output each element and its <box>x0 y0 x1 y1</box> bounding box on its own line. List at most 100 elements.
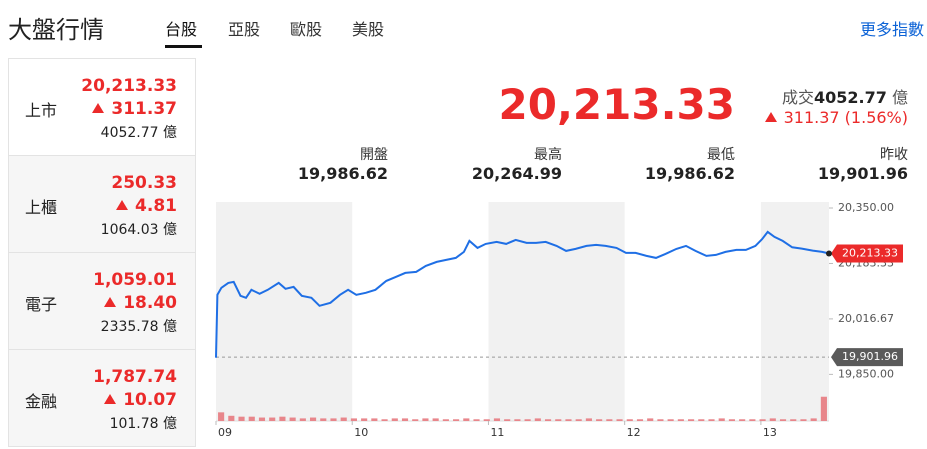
volume-bar <box>228 415 235 421</box>
price-line <box>215 230 830 358</box>
volume-bar <box>248 416 255 421</box>
volume-bar <box>800 419 807 421</box>
volume-bar <box>606 419 613 421</box>
volume-bar <box>739 419 746 421</box>
turnover: 成交4052.77 億 <box>782 84 908 108</box>
market-value: 1,059.01 <box>93 270 177 290</box>
volume-bar <box>514 419 521 421</box>
volume-bar <box>218 412 225 421</box>
volume-bar <box>616 419 623 421</box>
market-volume: 101.78 億 <box>109 416 177 432</box>
turnover-value: 4052.77 <box>814 88 887 107</box>
volume-bar <box>350 418 357 421</box>
volume-bar <box>575 419 582 421</box>
volume-bar <box>698 419 705 421</box>
last-tag <box>831 244 903 263</box>
volume-bar <box>677 419 684 421</box>
stat-value: 19,986.62 <box>644 164 735 183</box>
volume-bar <box>667 419 674 421</box>
volume-bar <box>361 418 368 421</box>
tab[interactable]: 美股 <box>352 20 385 39</box>
volume-bar <box>810 418 817 421</box>
up-arrow <box>104 394 117 404</box>
volume-bar <box>412 419 419 421</box>
volume-bar <box>708 419 715 421</box>
volume-bar <box>381 419 388 421</box>
volume-bar <box>534 418 541 421</box>
index-price: 20,213.33 <box>498 80 735 129</box>
volume-bar <box>820 396 827 421</box>
x-tick-label: 12 <box>627 426 641 439</box>
volume-bar <box>340 417 347 421</box>
volume-bar <box>473 419 480 421</box>
more-link[interactable]: 更多指數 <box>860 20 925 39</box>
up-arrow <box>92 103 105 113</box>
volume-bar <box>565 419 572 421</box>
y-tick-label: 20,350.00 <box>838 201 894 214</box>
market-value: 1,787.74 <box>93 367 177 387</box>
volume-bar <box>769 418 776 421</box>
volume-bar <box>585 418 592 421</box>
volume-bar <box>759 419 766 421</box>
volume-bar <box>790 419 797 421</box>
volume-bar <box>688 419 695 421</box>
market-volume: 1064.03 億 <box>100 222 177 238</box>
tab[interactable]: 亞股 <box>228 20 261 39</box>
volume-bar <box>422 418 429 421</box>
tab[interactable]: 台股 <box>165 20 198 39</box>
change-text: 18.40 <box>123 293 177 313</box>
volume-bar <box>544 419 552 421</box>
volume-bar <box>493 418 501 421</box>
market-value: 20,213.33 <box>81 76 177 96</box>
volume-bar <box>309 417 317 421</box>
index-change: 311.37 (1.56%) <box>764 108 908 127</box>
market-row[interactable]: 電子 1,059.01 18.40 2335.78 億 <box>8 252 196 350</box>
market-row[interactable]: 金融 1,787.74 10.07 101.78 億 <box>8 349 196 447</box>
volume-bar <box>555 419 562 421</box>
change-text: 311.37 <box>111 99 177 119</box>
volume-bar <box>401 418 409 421</box>
y-tick-label: 19,850.00 <box>838 367 894 380</box>
tab[interactable]: 歐股 <box>290 20 323 39</box>
volume-bar <box>626 419 633 421</box>
volume-bar <box>453 419 460 421</box>
volume-bar <box>320 418 327 421</box>
market-value: 250.33 <box>111 173 177 193</box>
volume-bar <box>657 419 664 421</box>
x-tick-label: 10 <box>354 426 368 439</box>
volume-bar <box>238 416 245 421</box>
stat-value: 20,264.99 <box>471 164 562 183</box>
volume-bar <box>371 418 378 421</box>
market-change: 311.37 <box>92 99 177 119</box>
tab-underline <box>165 45 202 48</box>
turnover-label: 成交 <box>782 88 815 107</box>
volume-bar <box>749 419 756 421</box>
last-label: 20,213.33 <box>842 246 898 259</box>
y-tick-label: 20,016.67 <box>838 312 894 325</box>
market-row[interactable]: 上市 20,213.33 311.37 4052.77 億 <box>8 58 196 156</box>
volume-bar <box>258 417 266 421</box>
x-tick-label: 13 <box>763 426 777 439</box>
market-list: 上市 20,213.33 311.37 4052.77 億上櫃 250.33 4.81 10… <box>8 58 196 449</box>
market-row[interactable]: 上櫃 250.33 4.81 1064.03 億 <box>8 155 196 253</box>
hour-band <box>488 202 625 421</box>
volume-bar <box>596 419 603 421</box>
turnover-unit: 億 <box>891 88 908 107</box>
volume-bar <box>718 418 725 421</box>
volume-bar <box>504 419 511 421</box>
up-arrow <box>104 297 117 307</box>
stat-label: 最高 <box>534 147 562 163</box>
market-name: 上櫃 <box>25 198 58 217</box>
volume-bar <box>483 419 490 421</box>
volume-bar <box>432 418 439 421</box>
volume-bar <box>442 419 449 421</box>
x-tick-label: 09 <box>218 426 232 439</box>
market-volume: 2335.78 億 <box>100 319 177 335</box>
change-text: 10.07 <box>123 390 177 410</box>
volume-bar <box>647 418 654 421</box>
stat-label: 昨收 <box>880 147 908 163</box>
volume-bar <box>636 419 644 421</box>
